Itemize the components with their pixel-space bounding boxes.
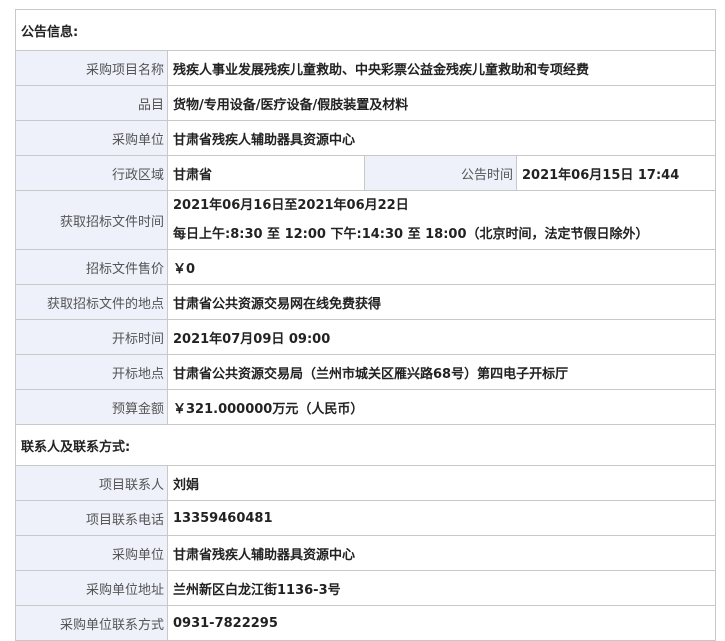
table-row: 采购单位地址 兰州新区白龙江街1136-3号: [15, 570, 717, 606]
announce-time-value: 2021年06月15日 17:44: [515, 155, 717, 191]
table-row: 采购单位联系方式 0931-7822295: [15, 605, 717, 641]
field-label: 采购单位地址: [15, 570, 168, 606]
section-title: 联系人及联系方式:: [14, 424, 717, 466]
field-label: 采购项目名称: [15, 50, 168, 86]
field-label: 采购单位: [15, 535, 168, 571]
purchaser-address-value: 兰州新区白龙江街1136-3号: [166, 570, 717, 606]
table-row: 开标时间 2021年07月09日 09:00: [15, 319, 717, 355]
table-row: 预算金额 ￥321.000000万元（人民币）: [15, 389, 717, 425]
field-label: 项目联系电话: [15, 500, 168, 536]
section-header-contacts: 联系人及联系方式:: [14, 424, 717, 466]
field-label: 采购单位: [15, 120, 168, 156]
purchaser-value: 甘肃省残疾人辅助器具资源中心: [166, 120, 717, 156]
region-value: 甘肃省: [167, 155, 365, 191]
table-row: 行政区域 甘肃省 公告时间 2021年06月15日 17:44: [15, 155, 717, 191]
field-label: 招标文件售价: [15, 249, 168, 285]
announcement-table: 公告信息: 采购项目名称 残疾人事业发展残疾儿童救助、中央彩票公益金残疾儿童救助…: [14, 9, 717, 641]
section-header-announcement: 公告信息:: [14, 9, 717, 51]
table-row: 项目联系人 刘娟: [15, 465, 717, 501]
field-label: 公告时间: [364, 155, 517, 191]
table-row: 品目 货物/专用设备/医疗设备/假肢装置及材料: [15, 85, 717, 121]
purchaser-value: 甘肃省残疾人辅助器具资源中心: [166, 535, 717, 571]
contact-value: 刘娟: [166, 465, 717, 501]
table-row: 项目联系电话 13359460481: [15, 500, 717, 536]
doc-time-hours: 每日上午:8:30 至 12:00 下午:14:30 至 18:00（北京时间，…: [173, 227, 649, 242]
field-label: 品目: [15, 85, 168, 121]
doc-time-dates: 2021年06月16日至2021年06月22日: [173, 198, 409, 213]
field-label: 开标地点: [15, 354, 168, 390]
purchaser-contact-value: 0931-7822295: [166, 605, 717, 641]
table-row: 获取招标文件时间 2021年06月16日至2021年06月22日 每日上午:8:…: [15, 190, 717, 250]
budget-value: ￥321.000000万元（人民币）: [166, 389, 717, 425]
field-label: 开标时间: [15, 319, 168, 355]
doc-price-value: ￥0: [166, 249, 717, 285]
field-label: 采购单位联系方式: [15, 605, 168, 641]
doc-place-value: 甘肃省公共资源交易网在线免费获得: [166, 284, 717, 320]
table-row: 采购单位 甘肃省残疾人辅助器具资源中心: [15, 120, 717, 156]
doc-time-value: 2021年06月16日至2021年06月22日 每日上午:8:30 至 12:0…: [166, 190, 717, 250]
section-title: 公告信息:: [14, 9, 717, 51]
table-row: 招标文件售价 ￥0: [15, 249, 717, 285]
field-label: 行政区域: [15, 155, 168, 191]
category-value: 货物/专用设备/医疗设备/假肢装置及材料: [166, 85, 717, 121]
field-label: 获取招标文件的地点: [15, 284, 168, 320]
open-time-value: 2021年07月09日 09:00: [166, 319, 717, 355]
project-name-value: 残疾人事业发展残疾儿童救助、中央彩票公益金残疾儿童救助和专项经费: [166, 50, 717, 86]
table-row: 开标地点 甘肃省公共资源交易局（兰州市城关区雁兴路68号）第四电子开标厅: [15, 354, 717, 390]
open-place-value: 甘肃省公共资源交易局（兰州市城关区雁兴路68号）第四电子开标厅: [166, 354, 717, 390]
table-row: 采购项目名称 残疾人事业发展残疾儿童救助、中央彩票公益金残疾儿童救助和专项经费: [15, 50, 717, 86]
table-row: 获取招标文件的地点 甘肃省公共资源交易网在线免费获得: [15, 284, 717, 320]
field-label: 项目联系人: [15, 465, 168, 501]
field-label: 预算金额: [15, 389, 168, 425]
field-label: 获取招标文件时间: [15, 190, 168, 250]
contact-phone-value: 13359460481: [166, 500, 717, 536]
table-row: 采购单位 甘肃省残疾人辅助器具资源中心: [15, 535, 717, 571]
